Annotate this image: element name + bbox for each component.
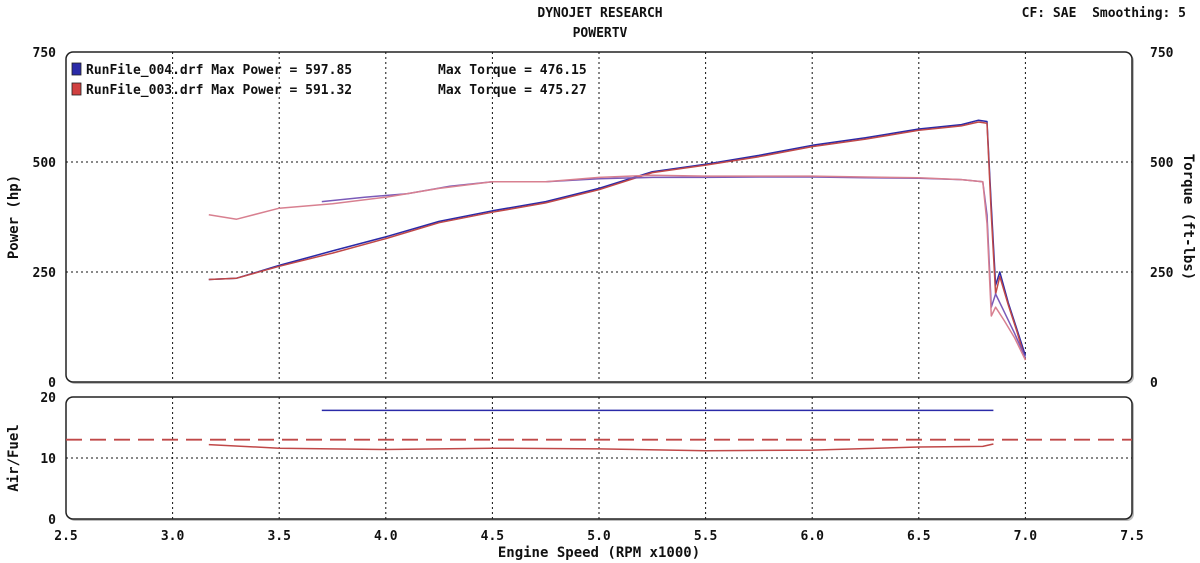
- power-tick-label-3: 750: [33, 46, 57, 61]
- airfuel-tick-label-0: 0: [48, 513, 56, 528]
- x-tick-label-1: 3.0: [161, 529, 185, 544]
- x-tick-label-3: 4.0: [374, 529, 398, 544]
- legend-torque-label-0: Max Torque = 476.15: [438, 63, 587, 78]
- legend-swatch-1: [71, 82, 82, 96]
- power-torque-series-1: [208, 121, 1027, 361]
- airfuel-axis-title: Air/Fuel: [6, 424, 22, 491]
- power-tick-label-0: 0: [48, 376, 56, 391]
- airfuel-series-1: [208, 443, 994, 452]
- chart-title: DYNOJET RESEARCH: [537, 6, 663, 21]
- torque-tick-label-2: 500: [1150, 156, 1174, 171]
- legend-label-1: RunFile_003.drf Max Power = 591.32: [86, 83, 352, 98]
- power-tick-label-1: 250: [33, 266, 57, 281]
- x-tick-label-9: 7.0: [1014, 529, 1038, 544]
- torque-tick-label-3: 750: [1150, 46, 1174, 61]
- power-torque-series-0: [208, 119, 1027, 356]
- airfuel-tick-label-1: 10: [40, 452, 56, 467]
- power-tick-label-2: 500: [33, 156, 57, 171]
- chart-subtitle: POWERTV: [572, 26, 628, 41]
- airfuel-tick-label-2: 20: [40, 391, 56, 406]
- torque-axis-title: Torque (ft-lbs): [1180, 154, 1196, 280]
- x-tick-label-7: 6.0: [800, 529, 824, 544]
- x-axis-title: Engine Speed (RPM x1000): [498, 545, 700, 561]
- legend-label-0: RunFile_004.drf Max Power = 597.85: [86, 63, 352, 78]
- smoothing-label: Smoothing: 5: [1092, 6, 1186, 21]
- x-tick-label-2: 3.5: [267, 529, 290, 544]
- x-tick-label-4: 4.5: [481, 529, 504, 544]
- x-tick-label-10: 7.5: [1120, 529, 1143, 544]
- x-tick-label-5: 5.0: [587, 529, 611, 544]
- legend-swatch-0: [71, 62, 82, 76]
- x-tick-label-0: 2.5: [54, 529, 77, 544]
- x-tick-label-6: 5.5: [694, 529, 717, 544]
- x-tick-label-8: 6.5: [907, 529, 930, 544]
- power-axis-title: Power (hp): [6, 175, 22, 259]
- power-torque-series-3: [208, 174, 1027, 361]
- cf-label: CF: SAE: [1021, 6, 1077, 21]
- torque-tick-label-1: 250: [1150, 266, 1174, 281]
- correction-factor-info: CF: SAE Smoothing: 5: [1022, 6, 1186, 21]
- legend-torque-label-1: Max Torque = 475.27: [438, 83, 587, 98]
- torque-tick-label-0: 0: [1150, 376, 1158, 391]
